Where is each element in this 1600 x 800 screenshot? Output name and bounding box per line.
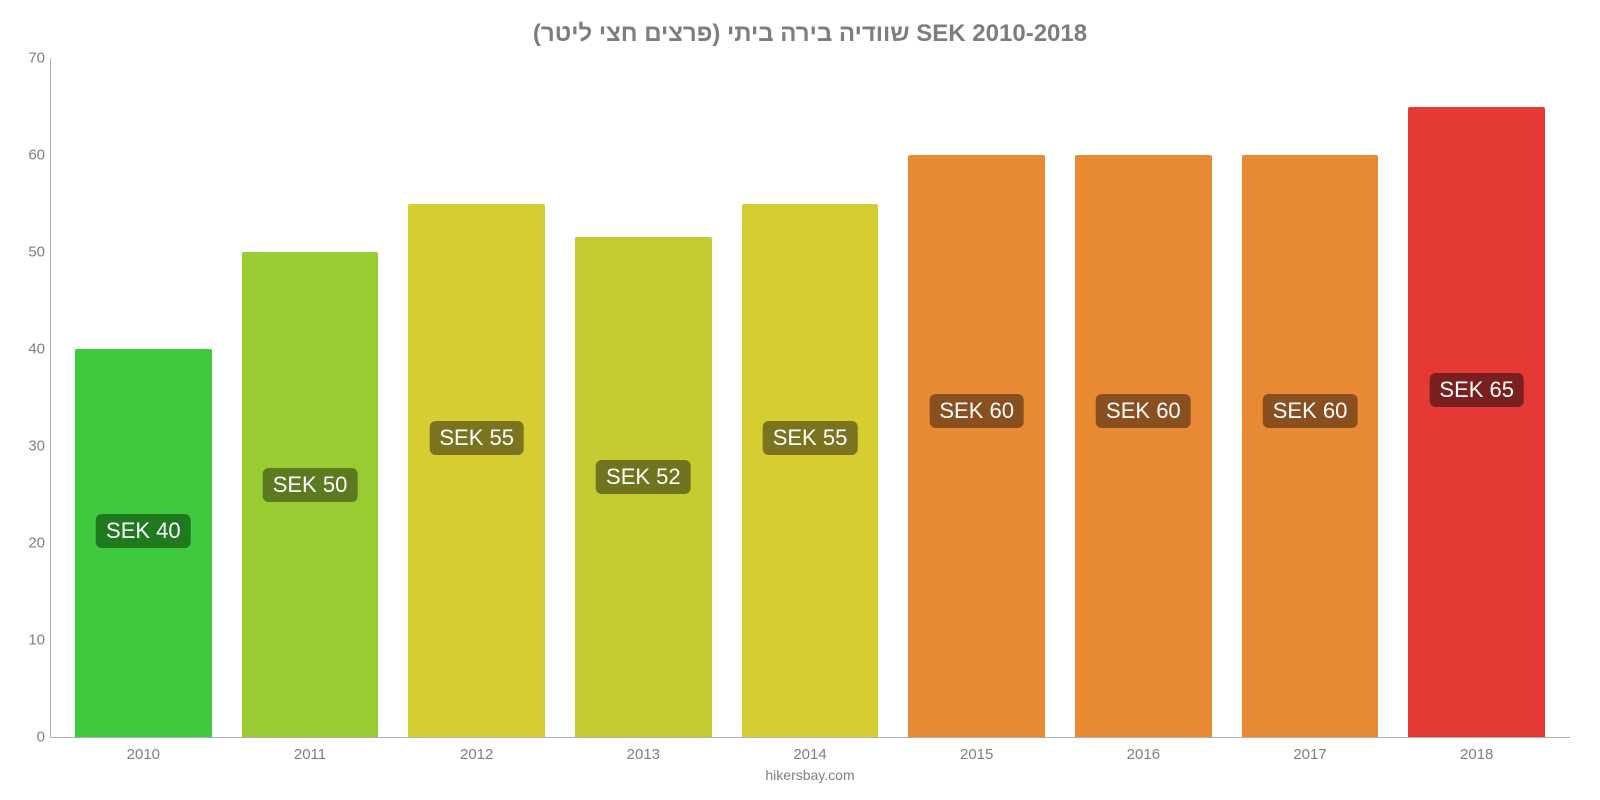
- y-tick-label: 10: [28, 632, 45, 649]
- bar-slot: SEK 50: [227, 58, 394, 737]
- y-tick-label: 40: [28, 341, 45, 358]
- y-tick-label: 0: [37, 729, 45, 746]
- bar-slot: SEK 65: [1393, 58, 1560, 737]
- bar-value-label: SEK 50: [263, 468, 358, 502]
- bar: SEK 55: [408, 204, 545, 738]
- bar: SEK 60: [908, 155, 1045, 737]
- bar-value-label: SEK 40: [96, 514, 191, 548]
- y-tick-label: 60: [28, 147, 45, 164]
- bar: SEK 60: [1075, 155, 1212, 737]
- bar-value-label: SEK 55: [429, 421, 524, 455]
- bar-slot: SEK 60: [1060, 58, 1227, 737]
- plot-area: 010203040506070 SEK 40SEK 50SEK 55SEK 52…: [50, 58, 1570, 738]
- chart-container: שוודיה בירה ביתי (פרצים חצי ליטר) SEK 20…: [0, 0, 1600, 800]
- bar-value-label: SEK 60: [1096, 394, 1191, 428]
- bar: SEK 40: [75, 349, 212, 737]
- bar-value-label: SEK 52: [596, 460, 691, 494]
- bar: SEK 60: [1242, 155, 1379, 737]
- bar-slot: SEK 55: [727, 58, 894, 737]
- bar-value-label: SEK 60: [1263, 394, 1358, 428]
- x-axis: 201020112012201320142015201620172018: [50, 738, 1570, 763]
- bar-slot: SEK 40: [60, 58, 227, 737]
- x-tick-label: 2016: [1060, 746, 1227, 763]
- y-tick-label: 70: [28, 50, 45, 67]
- bar-slot: SEK 55: [393, 58, 560, 737]
- bar-value-label: SEK 55: [763, 421, 858, 455]
- bar-slot: SEK 60: [893, 58, 1060, 737]
- x-tick-label: 2015: [893, 746, 1060, 763]
- bar: SEK 50: [242, 252, 379, 737]
- y-tick-label: 20: [28, 535, 45, 552]
- y-tick-label: 30: [28, 438, 45, 455]
- y-axis: 010203040506070: [10, 58, 45, 737]
- bar: SEK 65: [1408, 107, 1545, 737]
- attribution-text: hikersbay.com: [50, 767, 1570, 783]
- x-tick-label: 2010: [60, 746, 227, 763]
- y-tick-label: 50: [28, 244, 45, 261]
- bar-slot: SEK 60: [1227, 58, 1394, 737]
- bar-value-label: SEK 60: [929, 394, 1024, 428]
- x-tick-label: 2014: [727, 746, 894, 763]
- x-tick-label: 2017: [1227, 746, 1394, 763]
- bars-group: SEK 40 SEK 50 SEK 55 SEK 52 SEK 55 SEK 60 SEK …: [50, 58, 1570, 737]
- bar-value-label: SEK 65: [1429, 373, 1524, 407]
- chart-title: שוודיה בירה ביתי (פרצים חצי ליטר) SEK 20…: [50, 20, 1570, 48]
- bar: SEK 52: [575, 237, 712, 737]
- x-tick-label: 2018: [1393, 746, 1560, 763]
- bar: SEK 55: [742, 204, 879, 738]
- bar-slot: SEK 52: [560, 58, 727, 737]
- x-tick-label: 2013: [560, 746, 727, 763]
- x-tick-label: 2012: [393, 746, 560, 763]
- x-tick-label: 2011: [227, 746, 394, 763]
